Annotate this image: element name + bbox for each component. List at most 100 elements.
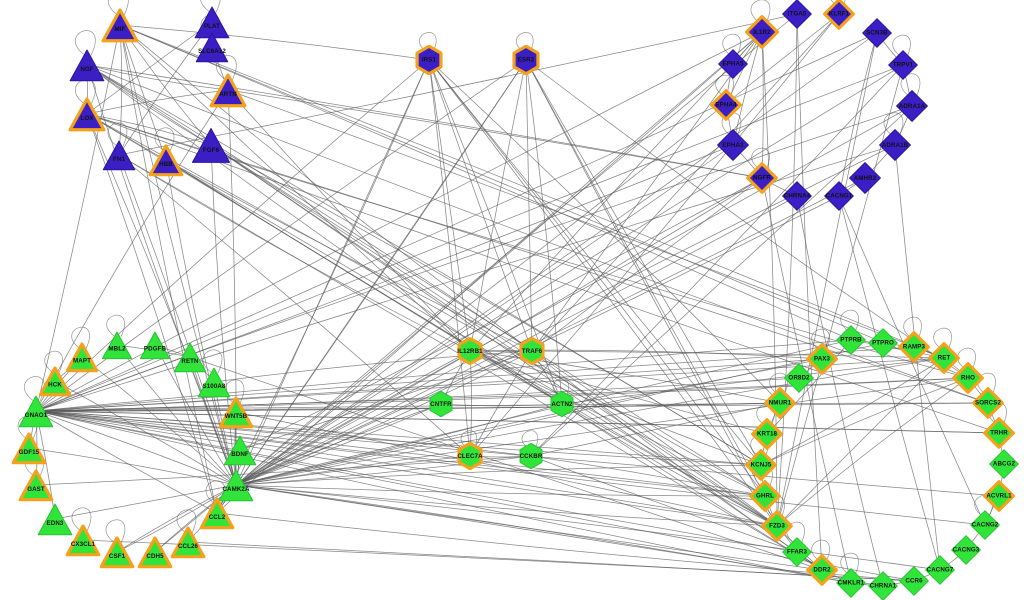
graph-node-cckbr[interactable]: CCKBR bbox=[517, 442, 545, 470]
graph-edge bbox=[118, 154, 237, 486]
graph-edge bbox=[776, 377, 969, 527]
graph-node-csf1[interactable]: CSF1 bbox=[99, 535, 135, 570]
graph-node-ngfr[interactable]: NGFR bbox=[746, 162, 779, 195]
graph-edge bbox=[235, 455, 532, 486]
graph-node-epha5[interactable]: EPHA5 bbox=[717, 48, 750, 81]
node-shape-diamond bbox=[862, 18, 892, 48]
graph-node-irs1[interactable]: IRS1 bbox=[414, 45, 444, 75]
graph-node-wnt5b[interactable]: WNT5B bbox=[218, 395, 254, 430]
graph-node-klrf1[interactable]: KLRF1 bbox=[823, 0, 856, 30]
node-shape-diamond bbox=[983, 417, 1015, 449]
graph-edge bbox=[525, 59, 563, 405]
graph-node-trpv1[interactable]: TRPV1 bbox=[887, 49, 920, 82]
graph-edge bbox=[838, 195, 941, 571]
graph-edge bbox=[35, 358, 823, 412]
graph-node-cdh5[interactable]: CDH5 bbox=[137, 535, 173, 570]
graph-edge bbox=[235, 64, 904, 486]
graph-edge bbox=[86, 113, 212, 146]
graph-node-ddr2[interactable]: DDR2 bbox=[806, 554, 839, 587]
node-shape-hexagon bbox=[429, 390, 453, 418]
node-shape-diamond bbox=[744, 14, 780, 50]
graph-edge bbox=[235, 484, 941, 571]
self-loop-edge bbox=[107, 122, 128, 147]
graph-edge bbox=[210, 144, 823, 571]
graph-node-mif[interactable]: MIF bbox=[101, 6, 139, 44]
graph-node-cx3cl1[interactable]: CX3CL1 bbox=[65, 523, 101, 558]
graph-node-hbb[interactable]: HBB bbox=[148, 143, 184, 178]
graph-node-ccr6[interactable]: CCR6 bbox=[898, 565, 931, 598]
self-loop-edge bbox=[722, 33, 741, 56]
graph-node-epha4[interactable]: EPHA4 bbox=[710, 89, 743, 122]
graph-node-slc6a12[interactable]: SLC6A12 bbox=[195, 30, 230, 65]
graph-edge bbox=[525, 59, 533, 352]
graph-edge bbox=[116, 344, 237, 486]
self-loop-edge bbox=[883, 112, 904, 137]
graph-node-chrna1[interactable]: CHRNA1 bbox=[867, 570, 900, 600]
graph-node-fn1[interactable]: FN1 bbox=[102, 138, 137, 173]
node-shape-diamond bbox=[952, 362, 984, 394]
node-shape-diamond bbox=[836, 568, 866, 598]
node-shape-triangle bbox=[18, 395, 54, 428]
node-shape-diamond bbox=[879, 129, 911, 161]
graph-node-ghrl[interactable]: GHRL bbox=[749, 480, 782, 513]
graph-node-chrna4[interactable]: CHRNA4 bbox=[781, 180, 814, 213]
graph-edge bbox=[227, 89, 945, 359]
graph-node-gast[interactable]: GAST bbox=[18, 468, 54, 503]
graph-node-mbl2[interactable]: MBL2 bbox=[101, 329, 134, 362]
graph-edge bbox=[28, 447, 237, 486]
self-loop-edge bbox=[903, 316, 922, 339]
graph-node-il1r2[interactable]: IL1R2 bbox=[744, 14, 780, 50]
node-shape-triangle bbox=[139, 331, 171, 360]
graph-node-itga5[interactable]: ITGA5 bbox=[781, 0, 814, 30]
graph-node-krt18[interactable]: KRT18 bbox=[751, 418, 784, 451]
graph-edge bbox=[35, 402, 989, 412]
graph-node-epha3[interactable]: EPHA3 bbox=[716, 128, 751, 163]
self-loop-edge bbox=[974, 494, 993, 517]
graph-edge bbox=[235, 31, 763, 486]
graph-node-ptpro[interactable]: PTPRO bbox=[867, 327, 900, 360]
graph-node-il12rb1[interactable]: IL12RB1 bbox=[456, 337, 484, 365]
graph-node-ccl26[interactable]: CCL26 bbox=[170, 525, 206, 560]
graph-node-lox[interactable]: LOX bbox=[68, 95, 106, 133]
graph-node-sorcs2[interactable]: SORCS2 bbox=[972, 387, 1005, 420]
graph-node-cacng1[interactable]: CACNG1 bbox=[823, 180, 856, 213]
graph-edge bbox=[35, 377, 800, 412]
graph-node-cntfr[interactable]: CNTFR bbox=[427, 390, 455, 418]
node-shape-triangle bbox=[65, 342, 99, 373]
graph-edge bbox=[525, 59, 778, 527]
graph-edge bbox=[35, 24, 121, 412]
graph-node-ramp3[interactable]: RAMP3 bbox=[898, 331, 931, 364]
graph-node-fgf6[interactable]: FGF6 bbox=[190, 124, 231, 165]
graph-node-gnao1[interactable]: GNAO1 bbox=[17, 392, 55, 430]
graph-node-adra1b[interactable]: ADRA1B bbox=[878, 128, 913, 163]
graph-edge bbox=[428, 59, 781, 404]
node-shape-hexagon bbox=[415, 45, 443, 75]
self-loop-edge bbox=[106, 314, 125, 337]
self-loop-edge bbox=[200, 0, 221, 13]
graph-node-pdgfb[interactable]: PDGFB bbox=[139, 329, 172, 362]
graph-node-bdnf[interactable]: BDNF bbox=[223, 433, 258, 468]
graph-node-ptprb[interactable]: PTPRB bbox=[835, 324, 868, 357]
graph-node-cmklr1[interactable]: CMKLR1 bbox=[835, 567, 868, 600]
graph-edge bbox=[35, 346, 915, 412]
graph-node-actn2[interactable]: ACTN2 bbox=[548, 390, 576, 418]
graph-node-clec7a[interactable]: CLEC7A bbox=[456, 442, 484, 470]
graph-edge bbox=[210, 144, 237, 486]
graph-node-adra1a[interactable]: ADRA1A bbox=[895, 89, 930, 124]
graph-node-ngf[interactable]: NGF bbox=[68, 46, 106, 84]
graph-node-nmur1[interactable]: NMUR1 bbox=[764, 387, 797, 420]
graph-node-scn3b[interactable]: SCN3B bbox=[861, 17, 894, 50]
node-shape-diamond bbox=[970, 510, 1000, 540]
graph-node-gdf15[interactable]: GDF15 bbox=[11, 431, 47, 466]
graph-node-trhr[interactable]: TRHR bbox=[983, 417, 1016, 450]
graph-node-esr2[interactable]: ESR2 bbox=[511, 45, 541, 75]
graph-node-kcnj5[interactable]: KCNJ5 bbox=[745, 449, 778, 482]
graph-node-traf6[interactable]: TRAF6 bbox=[518, 337, 546, 365]
graph-edge bbox=[119, 24, 471, 352]
graph-node-abcg2[interactable]: ABCG2 bbox=[988, 448, 1021, 481]
graph-node-acvrl1[interactable]: ACVRL1 bbox=[983, 480, 1016, 513]
node-shape-triangle bbox=[18, 469, 54, 502]
graph-edge bbox=[531, 350, 823, 571]
graph-node-artn[interactable]: ARTN bbox=[209, 71, 247, 109]
